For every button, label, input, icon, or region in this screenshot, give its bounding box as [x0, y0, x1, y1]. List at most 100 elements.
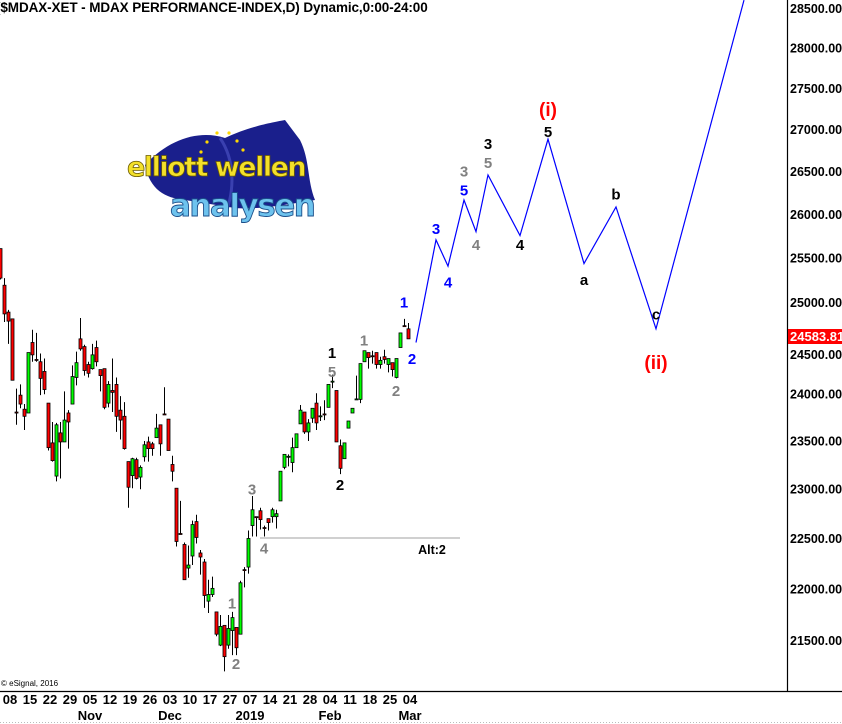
- candle: [258, 507, 263, 530]
- candle: [214, 611, 219, 637]
- candle-body: [258, 510, 263, 521]
- wave-label: 2: [392, 383, 400, 400]
- candle-body: [214, 611, 219, 635]
- candle-body: [210, 587, 215, 595]
- candle: [306, 419, 311, 441]
- candle: [366, 352, 371, 369]
- candle: [142, 440, 147, 462]
- candle: [150, 441, 155, 456]
- x-tick-label: 07: [243, 692, 257, 707]
- candle-body: [250, 509, 255, 526]
- wave-label: 2: [408, 351, 416, 368]
- candle-body: [162, 413, 167, 416]
- x-tick-label: 19: [123, 692, 137, 707]
- candle: [130, 457, 135, 489]
- candle: [242, 567, 247, 588]
- candle-body: [114, 384, 119, 417]
- candle: [94, 340, 99, 367]
- candle-body: [106, 384, 111, 404]
- candle: [378, 356, 383, 369]
- candle-body: [334, 390, 339, 443]
- candle-body: [274, 513, 279, 518]
- y-tick-label: 27500.00: [790, 82, 842, 96]
- candle: [114, 377, 119, 432]
- wave-label: 4: [444, 275, 453, 292]
- candle-body: [318, 415, 323, 418]
- wave-label: 5: [460, 182, 468, 199]
- wave-label: 4: [260, 540, 269, 557]
- candle-body: [246, 538, 251, 568]
- candle: [342, 442, 347, 460]
- candle: [230, 611, 235, 656]
- candle: [122, 402, 127, 450]
- candle-body: [122, 415, 127, 450]
- candle-body: [398, 332, 403, 348]
- candle-body: [6, 311, 11, 322]
- esignal-copyright: © eSignal, 2016: [1, 679, 59, 688]
- alt-level-label: Alt:2: [418, 543, 446, 557]
- last-price-tag-bg: [788, 329, 842, 344]
- candle-body: [270, 509, 275, 518]
- projection-path: [415, 0, 745, 343]
- candle-body: [186, 564, 191, 569]
- candle-body: [126, 461, 131, 488]
- candle: [158, 424, 163, 456]
- candle: [374, 352, 379, 369]
- x-tick-label: 26: [143, 692, 157, 707]
- candle-body: [98, 369, 103, 377]
- y-tick-label: 24500.00: [790, 348, 842, 362]
- candle-body: [146, 441, 151, 450]
- wave-label: 2: [232, 656, 240, 673]
- candle: [398, 332, 403, 348]
- candle: [22, 404, 27, 431]
- candle-body: [58, 432, 63, 443]
- candle-body: [238, 582, 243, 635]
- candle: [266, 518, 271, 531]
- candle: [406, 322, 411, 340]
- candle-body: [302, 411, 307, 433]
- y-tick-label: 25500.00: [790, 251, 842, 265]
- candle-body: [142, 444, 147, 458]
- candle: [322, 400, 327, 421]
- candle: [334, 390, 339, 443]
- x-tick-label: 28: [303, 692, 317, 707]
- candle-body: [386, 358, 391, 365]
- wave-label: 1: [400, 295, 408, 312]
- wave-label: 3: [248, 482, 256, 499]
- y-tick-label: 27000.00: [790, 123, 842, 137]
- candle-body: [2, 284, 7, 315]
- candle-body: [378, 359, 383, 365]
- candle-body: [74, 362, 79, 378]
- candle: [238, 580, 243, 635]
- chart-title: ($MDAX-XET - MDAX PERFORMANCE-INDEX,D) D…: [0, 0, 428, 15]
- wave-label: 1: [228, 596, 236, 613]
- flag-fold: [218, 137, 234, 216]
- elliott-wellen-analysen-logo: elliott wellen analysen: [127, 120, 316, 224]
- candle-body: [30, 342, 35, 356]
- candle-body: [322, 413, 327, 416]
- candle-body: [82, 346, 87, 371]
- candle: [50, 421, 55, 462]
- candle-body: [190, 524, 195, 557]
- candle-body: [34, 359, 39, 361]
- candle: [18, 384, 23, 409]
- candle: [194, 514, 199, 544]
- candle-body: [382, 356, 387, 360]
- candle-body: [46, 402, 51, 449]
- candle: [298, 404, 303, 425]
- candle-body: [266, 518, 271, 523]
- x-tick-label: 08: [3, 692, 17, 707]
- y-tick-label: 23500.00: [790, 434, 842, 448]
- x-month-label: Nov: [78, 708, 103, 723]
- wave-label: (ii): [644, 353, 667, 374]
- wave-projection: [415, 0, 745, 343]
- candle: [126, 461, 131, 508]
- candle-body: [206, 594, 211, 602]
- wave-label: 4: [516, 237, 525, 254]
- candle-body: [10, 318, 15, 381]
- x-month-label: Mar: [398, 708, 421, 723]
- candle-body: [178, 533, 183, 535]
- candle: [110, 358, 115, 413]
- candle-body: [218, 625, 223, 646]
